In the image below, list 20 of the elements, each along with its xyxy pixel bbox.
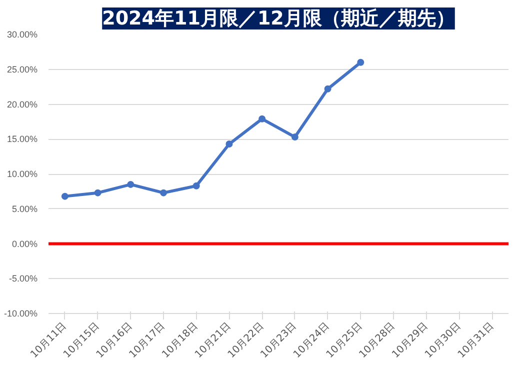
y-tick-label: 0.00%: [12, 238, 38, 249]
point: [192, 182, 200, 190]
y-tick-label: -5.00%: [8, 274, 38, 284]
y-tick-label: 5.00%: [12, 204, 38, 214]
point: [226, 140, 233, 148]
point: [160, 189, 167, 196]
y-tick-label: 30.00%: [6, 30, 38, 40]
y-tick-label: 25.00%: [6, 64, 38, 74]
point: [61, 192, 68, 200]
point: [291, 134, 298, 141]
chart-title: 2024年11月限／12月限（期近／期先）: [102, 8, 455, 30]
point: [127, 180, 134, 188]
y-tick-label: 20.00%: [6, 99, 38, 110]
y-tick-label: -10.00%: [4, 308, 38, 318]
y-tick-label: 15.00%: [6, 134, 38, 144]
y-tick-label: 10.00%: [6, 169, 38, 179]
point: [357, 58, 364, 66]
point: [94, 189, 102, 196]
point: [258, 115, 266, 122]
point: [324, 85, 332, 92]
